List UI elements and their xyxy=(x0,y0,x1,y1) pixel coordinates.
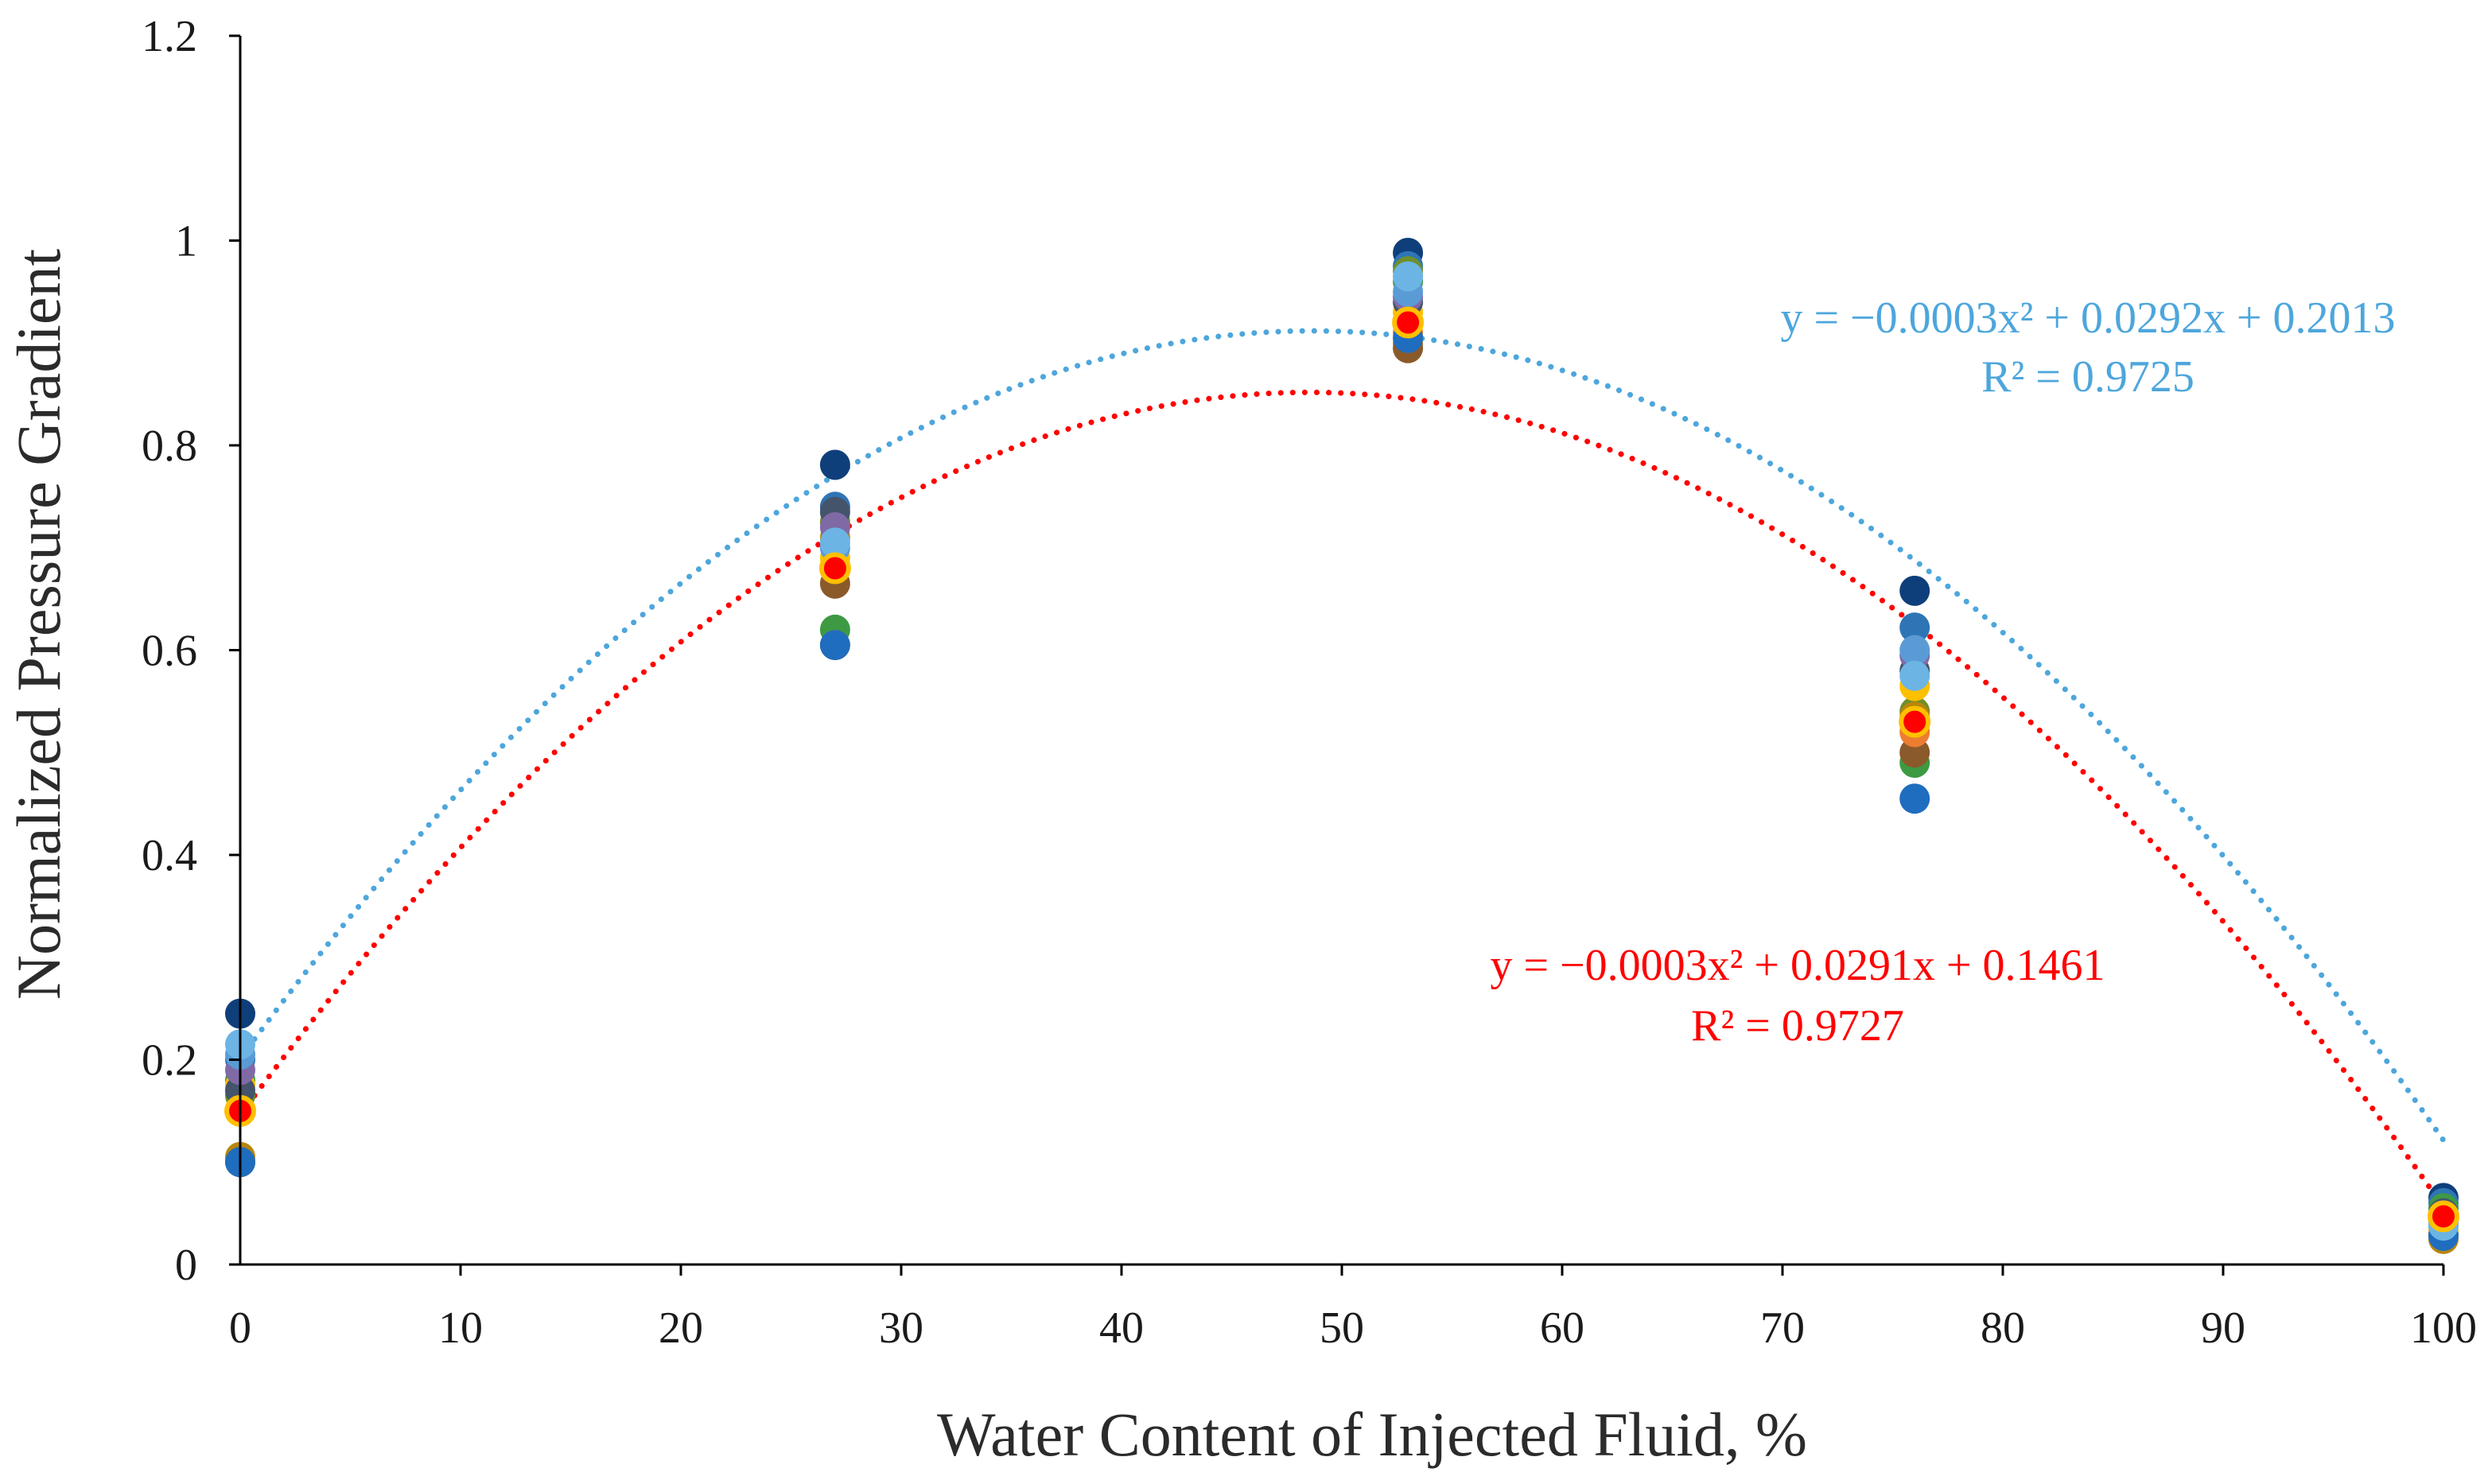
y-axis-title: Normalized Pressure Gradient xyxy=(4,249,73,1000)
data-point xyxy=(1899,660,1930,691)
x-tick-label: 100 xyxy=(2410,1303,2477,1353)
data-point-average xyxy=(1392,306,1425,339)
data-point xyxy=(819,449,850,480)
x-axis-title: Water Content of Injected Fluid, % xyxy=(937,1400,1807,1469)
y-tick-label: 0.8 xyxy=(142,422,197,471)
y-tick-label: 1 xyxy=(175,217,197,266)
x-tick-label: 0 xyxy=(229,1303,251,1353)
axes xyxy=(239,36,2443,1266)
upper-fit-r2: R² = 0.9725 xyxy=(1981,352,2194,402)
x-tick-label: 60 xyxy=(1540,1303,1584,1353)
y-tick-label: 0.2 xyxy=(142,1036,197,1086)
data-point xyxy=(1899,575,1930,606)
data-point xyxy=(1899,783,1930,814)
x-tick-label: 30 xyxy=(879,1303,923,1353)
data-point-average xyxy=(2428,1200,2459,1233)
x-tick-label: 40 xyxy=(1099,1303,1144,1353)
average-fit-r2: R² = 0.9727 xyxy=(1691,1001,1904,1051)
data-point xyxy=(1899,612,1930,643)
x-tick-label: 70 xyxy=(1760,1303,1805,1353)
average-fit-trendline xyxy=(237,389,2447,1210)
data-point xyxy=(1899,635,1930,666)
y-tick-label: 0.4 xyxy=(142,831,197,880)
data-point-layer xyxy=(224,237,2459,1254)
data-point xyxy=(819,630,850,661)
data-point xyxy=(1393,261,1424,292)
y-tick-label: 0 xyxy=(175,1241,197,1290)
data-point-average xyxy=(818,552,851,585)
x-tick-label: 20 xyxy=(659,1303,703,1353)
y-tick-label: 0.6 xyxy=(142,627,197,676)
tick-layer: 0 10 20 30 40 50 60 70 80 90 100 0 0.2 0.4 0.6 0.8 1 1.2 xyxy=(142,12,2477,1353)
x-tick-label: 90 xyxy=(2201,1303,2245,1353)
upper-fit-trendline xyxy=(237,328,2447,1144)
x-tick-label: 10 xyxy=(438,1303,483,1353)
x-tick-label: 80 xyxy=(1981,1303,2025,1353)
data-point-average xyxy=(1899,705,1931,738)
data-point xyxy=(819,527,850,558)
y-tick-label: 1.2 xyxy=(142,12,197,61)
upper-fit-equation: y = −0.0003x² + 0.0292x + 0.2013 xyxy=(1780,293,2395,343)
x-tick-label: 50 xyxy=(1320,1303,1364,1353)
trendline-layer xyxy=(237,328,2447,1210)
average-fit-equation: y = −0.0003x² + 0.0291x + 0.1461 xyxy=(1490,941,2105,990)
